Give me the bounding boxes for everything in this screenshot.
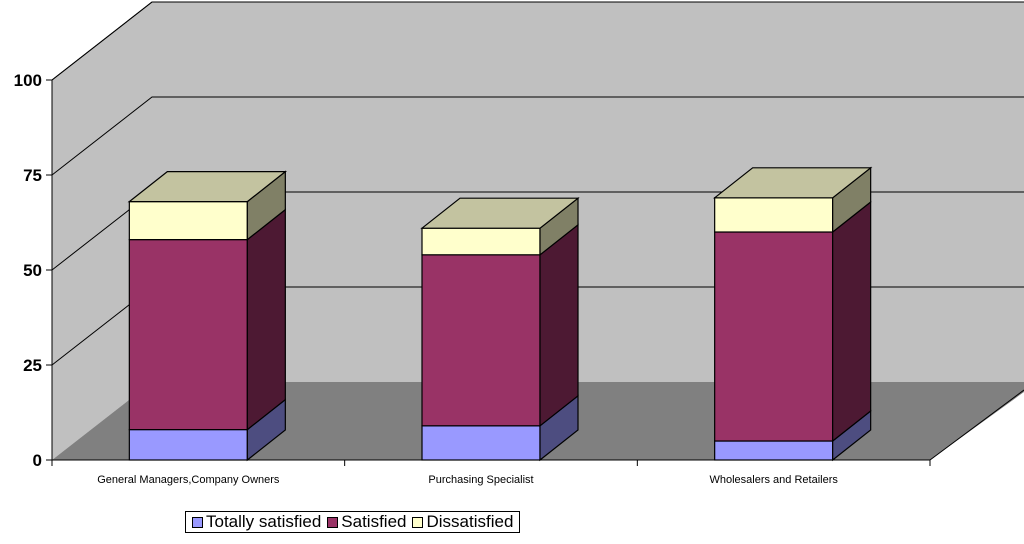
gridline	[51, 96, 1024, 176]
legend-swatch-satisfied	[327, 516, 339, 528]
y-axis-tick-labels: 0 25 50 75 100	[14, 71, 42, 470]
bar-group-purchasing-specialist	[420, 196, 580, 462]
bar-side-face	[832, 200, 872, 443]
bar-front-face	[714, 440, 834, 461]
bar-dissatisfied-wholesalers-and-retailers	[712, 166, 873, 234]
y-tick-label-75: 75	[23, 166, 42, 185]
x-tick-label-purchasing-specialist: Purchasing Specialist	[428, 474, 533, 486]
bar-front-face	[128, 201, 248, 241]
axes	[46, 79, 931, 466]
bar-satisfied-general-managers-company-owners	[128, 208, 286, 431]
bar-side-face	[246, 208, 286, 431]
bar-group-wholesalers-and-retailers	[712, 166, 873, 462]
bar-dissatisfied-purchasing-specialist	[420, 196, 580, 257]
bar-top-face	[712, 167, 873, 199]
legend-swatch-totally-satisfied	[192, 516, 203, 528]
legend-label-dissatisfied: Dissatisfied	[426, 512, 514, 531]
bar-front-face	[128, 239, 248, 431]
bar-side-face	[539, 223, 579, 428]
gridline	[51, 1, 1024, 81]
y-tick-label-100: 100	[14, 71, 42, 90]
y-tick-label-25: 25	[23, 356, 42, 375]
y-tick-label-0: 0	[33, 451, 42, 470]
bar-front-face	[421, 227, 541, 256]
bar-group-general-managers-company-owners	[127, 170, 288, 462]
legend: Totally satisfied Satisfied Dissatisfied	[185, 511, 521, 533]
bar-top-face	[420, 197, 580, 229]
bar-front-face	[421, 425, 541, 461]
bar-front-face	[128, 429, 248, 461]
legend-label-totally-satisfied: Totally satisfied	[206, 512, 322, 531]
bar-top-face	[127, 171, 288, 203]
bar-front-face	[421, 254, 541, 427]
bar-totally-satisfied-purchasing-specialist	[421, 394, 579, 462]
x-tick-label-general-managers-company-owners: General Managers,Company Owners	[97, 474, 280, 486]
x-axis-tick-labels: General Managers,Company Owners Purchasin…	[97, 474, 838, 486]
bar-front-face	[714, 231, 834, 442]
bar-satisfied-purchasing-specialist	[421, 223, 579, 428]
legend-item-satisfied: Satisfied	[327, 513, 406, 531]
bars	[127, 166, 873, 462]
bar-satisfied-wholesalers-and-retailers	[714, 200, 872, 443]
legend-item-totally-satisfied: Totally satisfied	[192, 513, 321, 531]
legend-swatch-dissatisfied	[412, 516, 424, 528]
legend-item-dissatisfied: Dissatisfied	[412, 513, 513, 531]
y-tick-label-50: 50	[23, 261, 42, 280]
x-tick-label-wholesalers-and-retailers: Wholesalers and Retailers	[709, 474, 838, 486]
bar-totally-satisfied-general-managers-company-owners	[128, 398, 286, 462]
legend-label-satisfied: Satisfied	[341, 512, 407, 531]
floor-right-edge	[929, 389, 1024, 461]
bar-dissatisfied-general-managers-company-owners	[127, 170, 288, 241]
bar-front-face	[714, 197, 834, 233]
